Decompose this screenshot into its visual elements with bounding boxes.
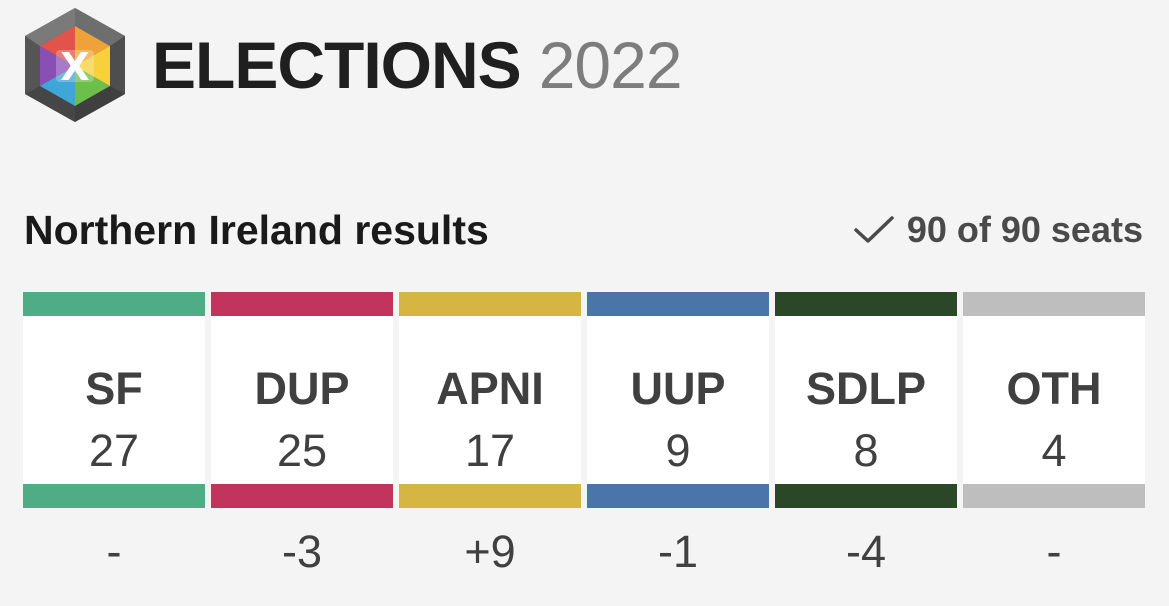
party-result-sdlp: SDLP 8 -4: [775, 292, 957, 580]
party-card: SF 27: [23, 316, 205, 484]
checkmark-icon: [854, 216, 894, 243]
party-seats: 25: [276, 425, 328, 476]
party-seat-change: -4: [845, 526, 886, 577]
party-color-bar-bottom: [399, 484, 581, 508]
region-title: Northern Ireland results: [24, 206, 489, 253]
party-color-bar-top: [23, 292, 205, 316]
party-card: DUP 25: [211, 316, 393, 484]
party-seat-change: -: [1046, 526, 1062, 577]
party-seats: 9: [665, 425, 691, 476]
party-seat-change: -3: [281, 526, 322, 577]
party-abbreviation: APNI: [436, 363, 544, 414]
party-seat-change: -1: [657, 526, 698, 577]
party-seat-change: -: [106, 526, 122, 577]
party-abbreviation: SF: [85, 363, 143, 414]
party-color-bar-bottom: [587, 484, 769, 508]
party-color-bar-bottom: [775, 484, 957, 508]
party-seats: 8: [853, 425, 879, 476]
party-color-bar-bottom: [23, 484, 205, 508]
party-seat-change: +9: [464, 526, 516, 577]
party-abbreviation: SDLP: [805, 363, 926, 414]
seats-status-text: 90 of 90 seats: [906, 209, 1143, 250]
party-abbreviation: UUP: [630, 363, 726, 414]
party-result-oth: OTH 4 -: [963, 292, 1145, 580]
party-card: SDLP 8: [775, 316, 957, 484]
party-color-bar-top: [399, 292, 581, 316]
party-card: UUP 9: [587, 316, 769, 484]
party-card: OTH 4: [963, 316, 1145, 484]
party-card: APNI 17: [399, 316, 581, 484]
results-header: Northern Ireland results 90 of 90 seats: [24, 202, 1143, 258]
party-color-bar-top: [963, 292, 1145, 316]
party-color-bar-top: [211, 292, 393, 316]
party-result-apni: APNI 17 +9: [399, 292, 581, 580]
page-title: ELECTIONS 2022: [152, 27, 683, 103]
elections-logo-icon: X: [25, 8, 125, 122]
party-color-bar-top: [587, 292, 769, 316]
seats-status: 90 of 90 seats: [853, 209, 1143, 251]
logo-letter: X: [60, 45, 89, 89]
header: X ELECTIONS 2022: [22, 6, 683, 124]
party-seats: 17: [464, 425, 516, 476]
party-color-bar-top: [775, 292, 957, 316]
party-color-bar-bottom: [963, 484, 1145, 508]
party-abbreviation: OTH: [1006, 363, 1102, 414]
party-color-bar-bottom: [211, 484, 393, 508]
party-result-uup: UUP 9 -1: [587, 292, 769, 580]
title-year: 2022: [538, 28, 683, 102]
party-result-sf: SF 27 -: [23, 292, 205, 580]
title-text: ELECTIONS: [152, 28, 522, 102]
party-result-dup: DUP 25 -3: [211, 292, 393, 580]
party-results: SF 27 - DUP 25 -3 APNI 17 +9 UUP 9 -1 SDLP 8 -4 OTH 4 -: [23, 292, 1145, 580]
party-abbreviation: DUP: [254, 363, 350, 414]
party-seats: 4: [1041, 425, 1067, 476]
party-seats: 27: [88, 425, 140, 476]
